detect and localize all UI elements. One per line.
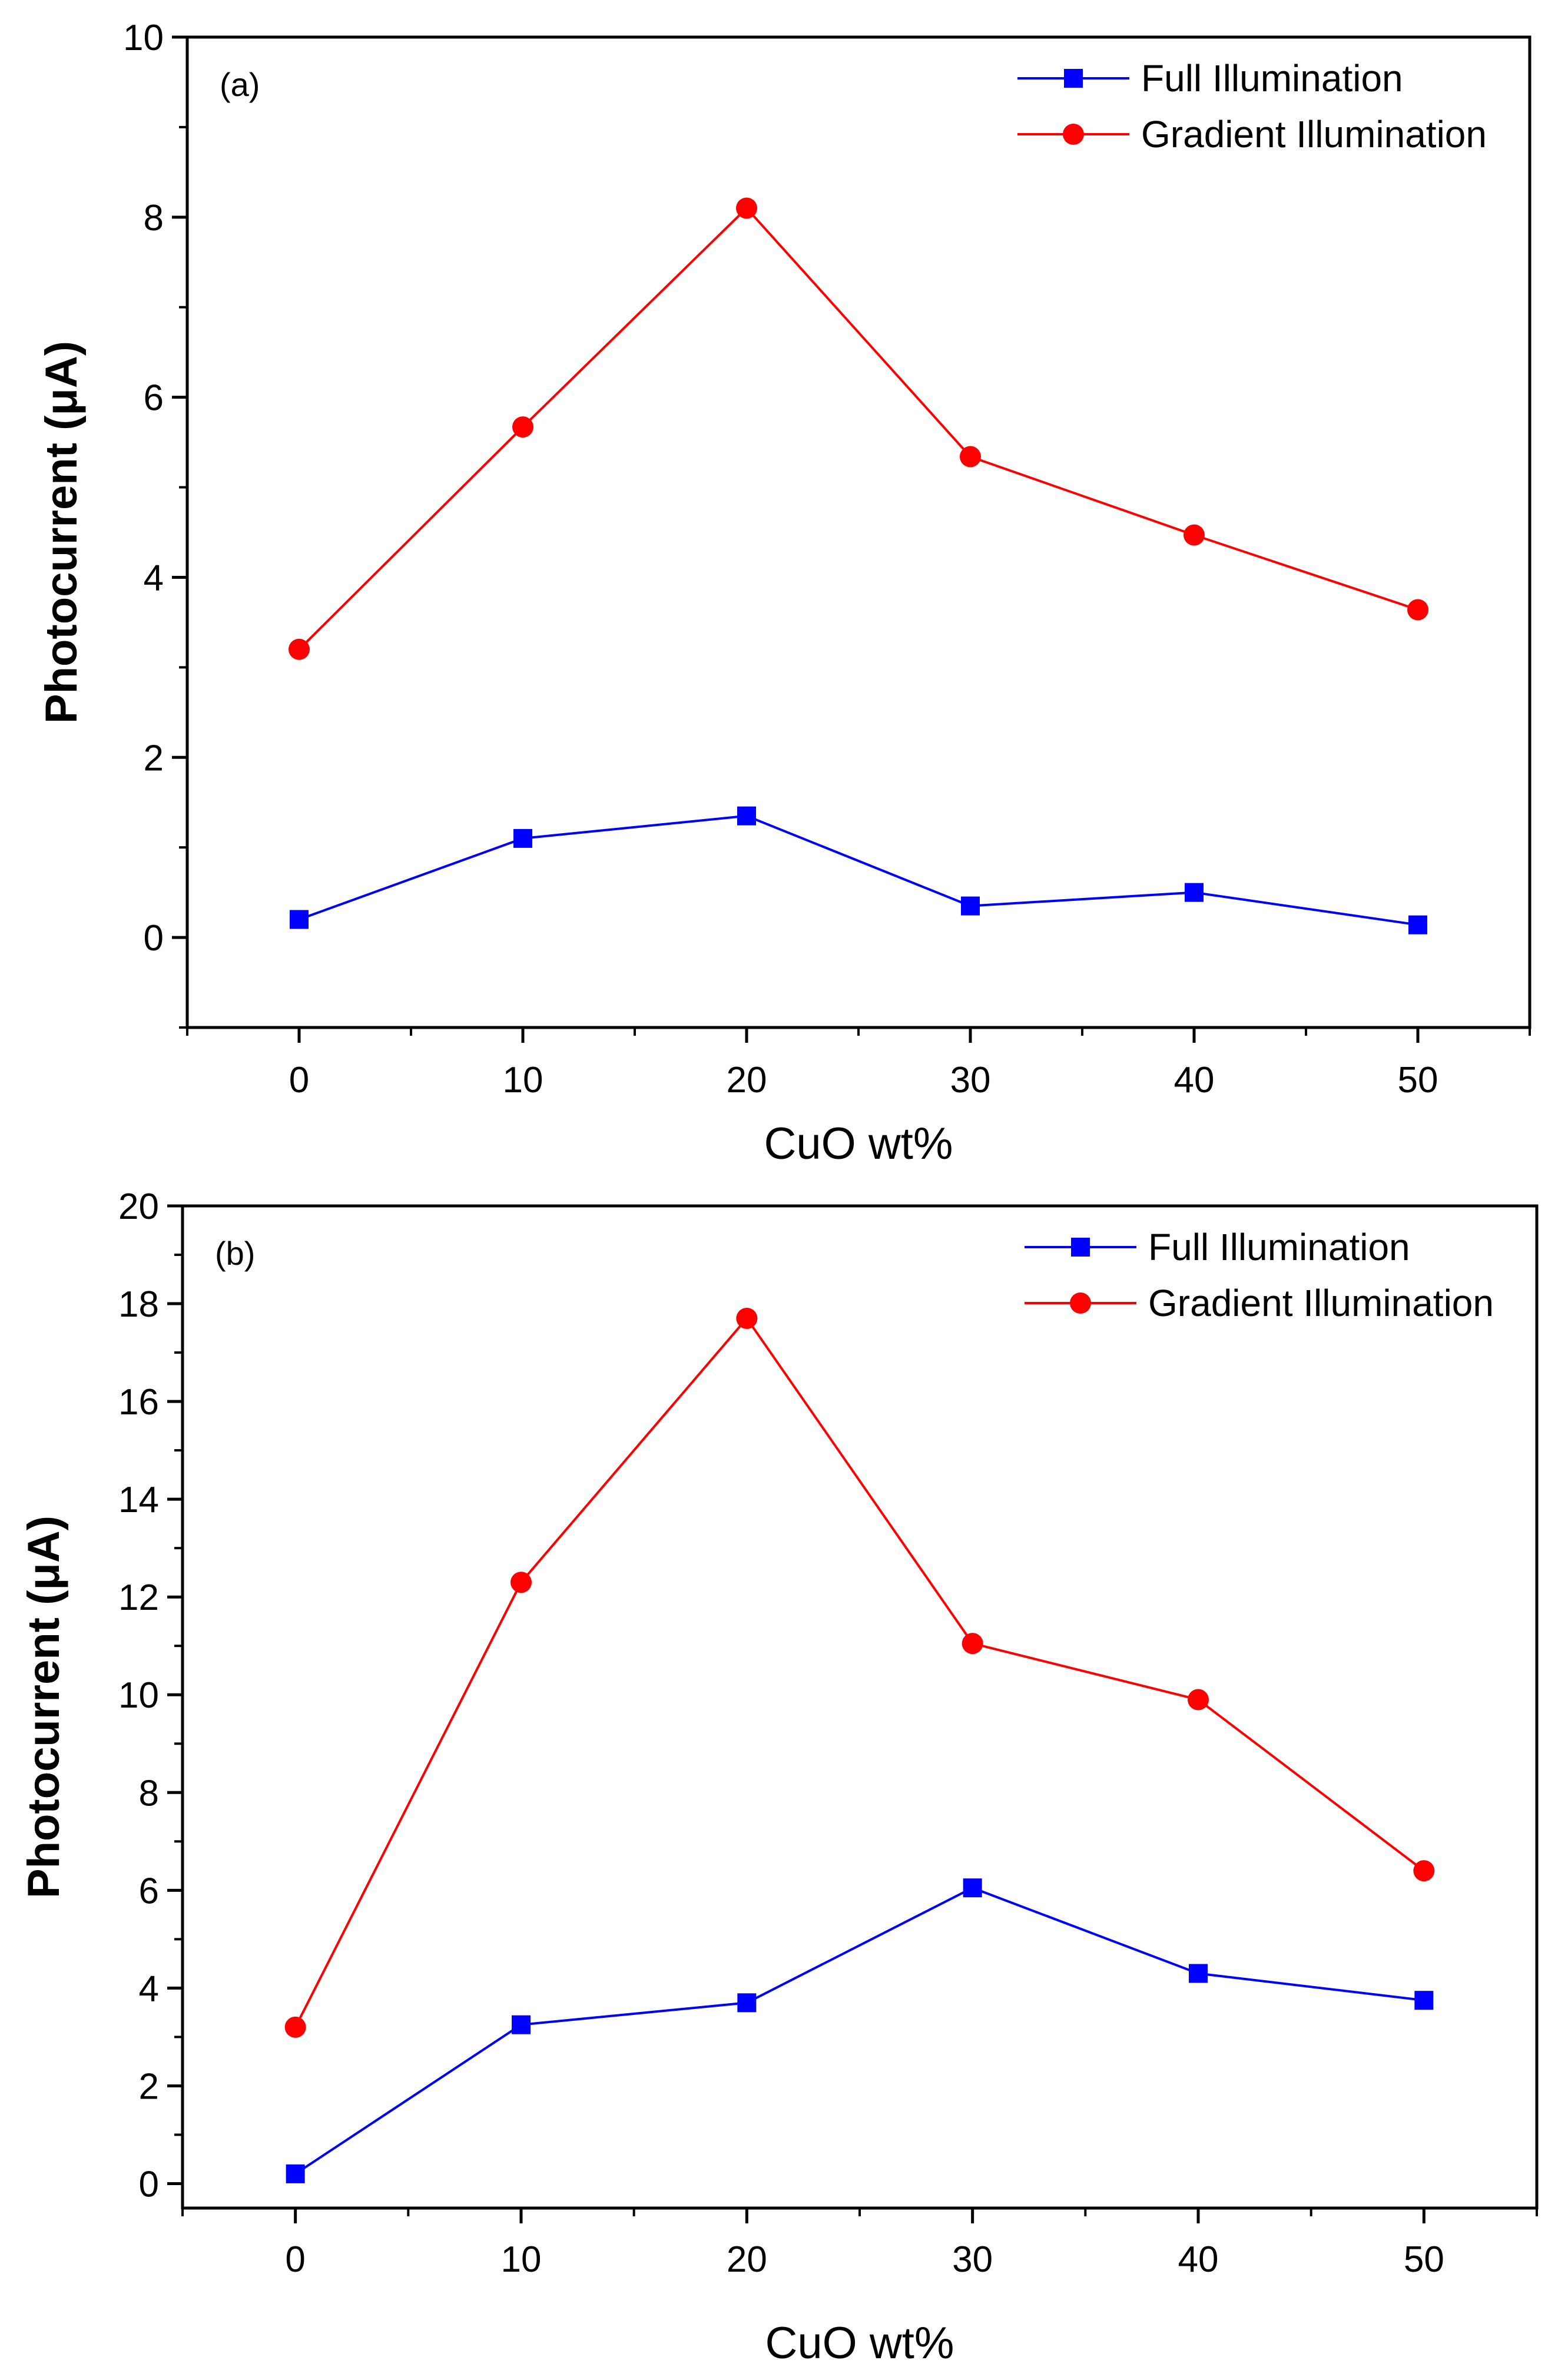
plot-frame (181, 1204, 1539, 2210)
y-tick-label: 2 (144, 738, 164, 778)
y-tick-label: 4 (139, 1968, 159, 2009)
x-tick-label: 0 (289, 1060, 309, 1101)
data-point-circle (289, 638, 310, 660)
data-point-square (512, 2015, 531, 2034)
data-point-square (963, 1878, 982, 1898)
x-tick-label: 40 (1178, 2239, 1219, 2280)
x-axis-title: CuO wt% (765, 2318, 954, 2368)
data-point-circle (510, 1572, 532, 1593)
data-point-square (1414, 1991, 1434, 2010)
panel-a-chart: 0 10 20 30 40 50 0 2 4 6 8 10 CuO wt% Photocurrent (μ… (37, 18, 1531, 1169)
data-point-circle (1407, 599, 1428, 621)
panel-label: (a) (220, 66, 260, 103)
x-tick-label: 50 (1398, 1060, 1438, 1101)
y-tick-label: 10 (118, 1675, 159, 1716)
data-point-circle (1188, 1689, 1209, 1711)
x-tick-label: 50 (1404, 2239, 1444, 2280)
panel-label: (b) (215, 1235, 255, 1272)
plot-frame (185, 35, 1531, 1029)
y-tick-label: 6 (139, 1871, 159, 1911)
y-tick-label: 8 (144, 198, 164, 238)
series-line-0 (294, 1887, 1424, 2175)
x-tick-label: 20 (727, 1060, 767, 1101)
x-tick-label: 10 (501, 2239, 542, 2280)
y-tick-label: 8 (139, 1773, 159, 1814)
series-line-0 (299, 814, 1418, 926)
data-point-square (1185, 883, 1204, 902)
data-point-square (513, 828, 532, 848)
data-point-circle (1184, 524, 1205, 546)
legend-label: Gradient Illumination (1141, 113, 1487, 155)
y-tick-label: 12 (118, 1577, 159, 1618)
legend-label: Full Illumination (1148, 1226, 1410, 1268)
legend-label: Gradient Illumination (1148, 1282, 1494, 1324)
data-point-square (290, 910, 309, 929)
y-axis-title: Photocurrent (μA) (19, 1516, 69, 1898)
data-point-circle (736, 1307, 758, 1329)
panel-b-chart: 0 10 20 30 40 50 0 2 4 6 8 10 12 14 16 18 20 CuO wt% Photo… (19, 1186, 1539, 2368)
data-point-circle (960, 446, 981, 468)
y-tick-label: 4 (144, 558, 164, 598)
data-point-square (286, 2164, 305, 2183)
x-axis-title: CuO wt% (764, 1119, 953, 1169)
data-point-square (737, 806, 756, 826)
y-tick-label: 18 (118, 1284, 159, 1325)
data-point-circle (284, 2016, 306, 2038)
series-line-1 (298, 206, 1418, 651)
data-point-circle (962, 1633, 983, 1655)
legend-square-marker (1064, 69, 1083, 88)
legend-circle-marker (1070, 1292, 1091, 1314)
y-tick-label: 10 (123, 18, 164, 58)
y-tick-label: 0 (144, 918, 164, 959)
data-point-square (1189, 1964, 1208, 1983)
y-tick-label: 20 (118, 1186, 159, 1227)
data-point-circle (512, 416, 533, 438)
x-tick-label: 0 (285, 2239, 305, 2280)
x-tick-label: 30 (952, 2239, 993, 2280)
legend-label: Full Illumination (1141, 57, 1403, 100)
data-point-square (737, 1993, 757, 2013)
legend-circle-marker (1063, 124, 1084, 145)
data-point-circle (736, 197, 757, 219)
data-point-square (1408, 915, 1427, 934)
y-tick-label: 2 (139, 2066, 159, 2107)
y-tick-label: 0 (139, 2164, 159, 2205)
y-tick-label: 16 (118, 1382, 159, 1423)
y-axis-title: Photocurrent (μA) (37, 341, 87, 724)
y-tick-label: 14 (118, 1480, 159, 1520)
x-tick-label: 40 (1174, 1060, 1215, 1101)
data-point-circle (1413, 1860, 1435, 1882)
legend-square-marker (1071, 1238, 1090, 1257)
x-tick-label: 20 (727, 2239, 767, 2280)
x-tick-label: 30 (950, 1060, 991, 1101)
data-point-square (961, 896, 980, 916)
y-tick-label: 6 (144, 378, 164, 419)
x-tick-label: 10 (503, 1060, 543, 1101)
series-line-1 (294, 1316, 1425, 2028)
